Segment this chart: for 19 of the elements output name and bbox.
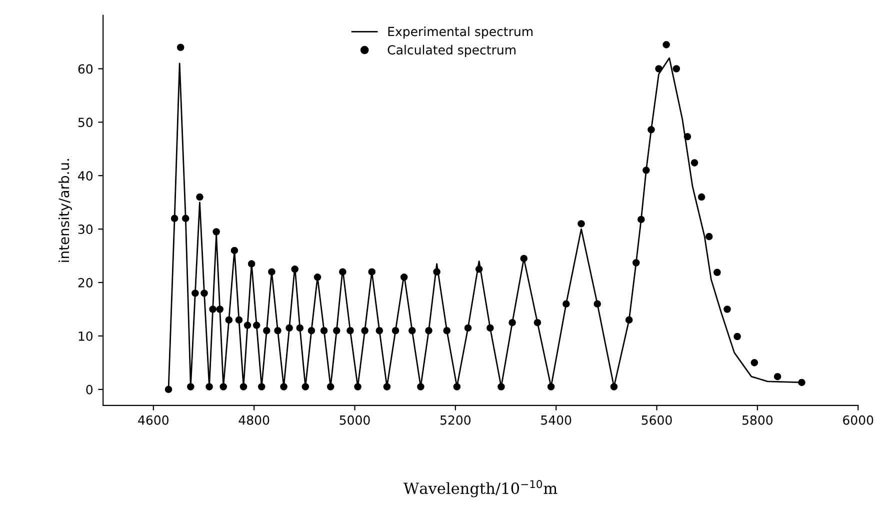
legend-label: Experimental spectrum [388,26,533,39]
x-tick-label: 4600 [138,415,168,425]
y-tick-label: 60 [78,64,93,74]
x-tick-label: 4800 [238,415,270,425]
y-tick-label: 30 [78,224,93,234]
x-tick-label: 5400 [541,415,572,425]
y-axis-title: intensity/arb.u. [58,159,72,262]
x-tick-label: 5600 [642,415,672,425]
x-tick-label: 5800 [742,415,772,425]
y-tick-label: 0 [86,384,93,394]
x-tick-label: 5000 [340,415,370,425]
y-tick-label: 10 [78,331,93,341]
y-tick-label: 20 [78,278,93,288]
legend-label: Calculated spectrum [388,44,516,57]
y-tick-label: 40 [78,171,93,181]
x-tick-label: 6000 [843,415,874,425]
x-tick-label: 5200 [440,415,470,425]
x-axis-title: Wavelength/10$^{−10}$m [404,480,558,498]
y-tick-label: 50 [78,118,93,128]
